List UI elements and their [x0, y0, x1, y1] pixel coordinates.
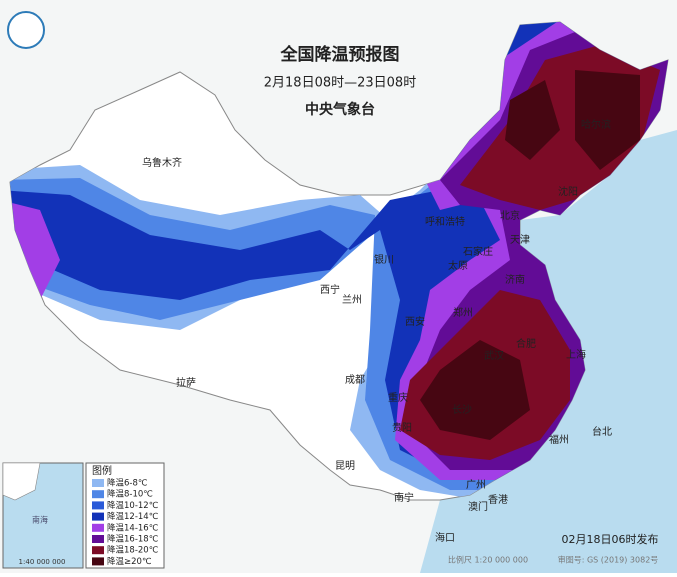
city: 济南	[505, 273, 525, 286]
city: 石家庄	[463, 245, 493, 258]
legend-swatch	[92, 490, 104, 499]
inset-land	[2, 462, 41, 501]
city: 西安	[405, 315, 425, 328]
city: 合肥	[516, 337, 536, 350]
city: 上海	[566, 348, 586, 361]
city: 贵阳	[392, 421, 412, 434]
legend-label: 降温6-8℃	[107, 478, 148, 489]
legend-label: 降温14-16℃	[107, 522, 159, 533]
city: 重庆	[388, 391, 408, 404]
city: 海口	[435, 531, 455, 544]
city: 银川	[374, 253, 394, 266]
legend-swatch	[92, 557, 104, 566]
city: 台北	[592, 425, 612, 438]
city: 澳门	[468, 500, 488, 513]
scale: 比例尺 1:20 000 000	[448, 555, 528, 565]
city: 天津	[510, 234, 530, 246]
city: 兰州	[342, 293, 362, 306]
legend: 图例 降温6-8℃降温8-10℃降温10-12℃降温12-14℃降温14-16℃…	[85, 462, 165, 569]
legend-swatch	[92, 479, 104, 487]
legend-label: 降温≥20℃	[107, 556, 152, 567]
city: 呼和浩特	[425, 216, 465, 228]
city: 武汉	[484, 349, 504, 362]
subtitle: 2月18日08时—23日08时	[264, 76, 416, 91]
title: 全国降温预报图	[280, 44, 400, 65]
city: 北京	[500, 209, 520, 222]
legend-label: 降温16-18℃	[107, 534, 159, 545]
city: 福州	[549, 433, 569, 446]
city: 太原	[448, 259, 468, 272]
cities: 乌鲁木齐 拉萨 西宁 兰州 银川 呼和浩特 北京 天津 石家庄 太原 济南 郑州…	[142, 118, 612, 544]
legend-label: 降温18-20℃	[107, 545, 159, 556]
legend-title: 图例	[92, 464, 112, 477]
city: 沈阳	[558, 185, 578, 198]
approval: 审图号: GS (2019) 3082号	[558, 555, 659, 565]
inset-map: 南海 1:40 000 000	[2, 462, 84, 569]
legend-swatch	[92, 501, 104, 510]
city: 昆明	[335, 460, 355, 472]
inset-scale: 1:40 000 000	[19, 558, 66, 566]
city: 南宁	[394, 491, 414, 504]
city: 长沙	[452, 404, 472, 416]
city: 郑州	[453, 306, 473, 319]
city: 成都	[345, 374, 365, 386]
legend-swatch	[92, 512, 104, 521]
issuer: 中央气象台	[305, 101, 375, 118]
legend-label: 降温12-14℃	[107, 511, 159, 522]
city: 拉萨	[176, 376, 196, 389]
city: 西宁	[320, 283, 340, 296]
legend-label: 降温10-12℃	[107, 500, 159, 511]
legend-swatch	[92, 535, 104, 543]
city: 哈尔滨	[581, 118, 611, 131]
legend-swatch	[92, 546, 104, 555]
city: 乌鲁木齐	[142, 156, 182, 169]
city: 香港	[488, 494, 508, 506]
published: 02月18日06时发布	[562, 532, 659, 546]
logo	[7, 11, 45, 49]
city: 广州	[466, 479, 486, 491]
inset-sea-label: 南海	[32, 515, 48, 525]
legend-label: 降温8-10℃	[107, 489, 153, 500]
sea	[420, 130, 677, 573]
legend-swatch	[92, 523, 104, 532]
